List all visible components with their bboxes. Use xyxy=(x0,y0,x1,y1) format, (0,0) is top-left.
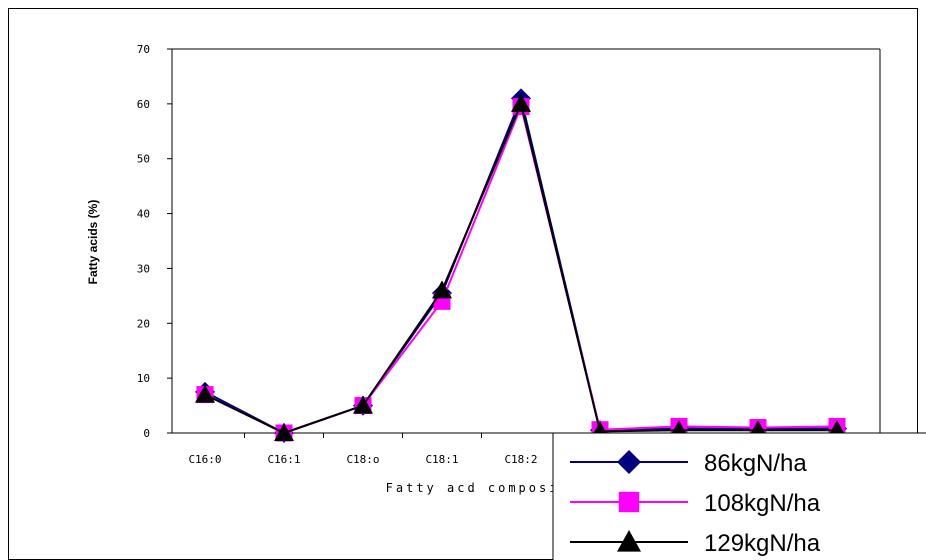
legend-item-1: 108kgN/ha xyxy=(570,490,821,517)
y-tick-label: 10 xyxy=(137,372,150,385)
x-axis-title: Fatty acd composition xyxy=(386,481,601,495)
data-point xyxy=(617,530,641,552)
x-tick-label: C16:0 xyxy=(188,453,221,466)
x-tick-label: C18:1 xyxy=(425,453,458,466)
legend-label: 86kgN/ha xyxy=(704,450,807,477)
series-line xyxy=(204,103,838,435)
legend-item-0: 86kgN/ha xyxy=(570,450,807,477)
series-line xyxy=(204,100,837,435)
y-tick-label: 0 xyxy=(143,427,150,440)
data-point xyxy=(617,450,641,474)
legend-label: 108kgN/ha xyxy=(704,490,821,517)
y-tick-label: 70 xyxy=(137,43,150,56)
data-point xyxy=(274,423,294,441)
series-1 xyxy=(196,98,846,442)
data-point xyxy=(618,491,640,513)
data-point xyxy=(432,280,452,299)
series-group xyxy=(195,88,847,443)
legend: 86kgN/ha 108kgN/ha 129kgN/ha xyxy=(552,432,926,560)
x-tick-label: C16:1 xyxy=(267,453,300,466)
legend-item-2: 129kgN/ha xyxy=(570,530,821,557)
series-line xyxy=(204,95,837,435)
y-axis-title: Fatty acids (%) xyxy=(86,200,100,285)
y-tick-label: 60 xyxy=(137,98,150,111)
y-tick-label: 30 xyxy=(137,262,150,275)
data-point xyxy=(353,395,373,414)
plot-area: 0 10 20 30 40 50 60 70 C16:0 C16:1 C18:o C18:1 C18:… xyxy=(137,43,881,466)
y-tick-label: 50 xyxy=(137,153,150,166)
data-point xyxy=(195,384,215,403)
y-tick-label: 40 xyxy=(137,208,150,221)
x-tick-label: C18:2 xyxy=(504,453,537,466)
y-tick-label: 20 xyxy=(137,317,150,330)
series-2 xyxy=(195,93,847,441)
series-0 xyxy=(195,88,847,443)
data-point xyxy=(511,93,531,112)
legend-box xyxy=(552,432,926,560)
x-tick-label: C18:o xyxy=(346,453,379,466)
y-ticks: 0 10 20 30 40 50 60 70 xyxy=(137,43,172,440)
legend-items: 86kgN/ha 108kgN/ha 129kgN/ha xyxy=(570,450,821,557)
legend-label: 129kgN/ha xyxy=(704,530,821,557)
